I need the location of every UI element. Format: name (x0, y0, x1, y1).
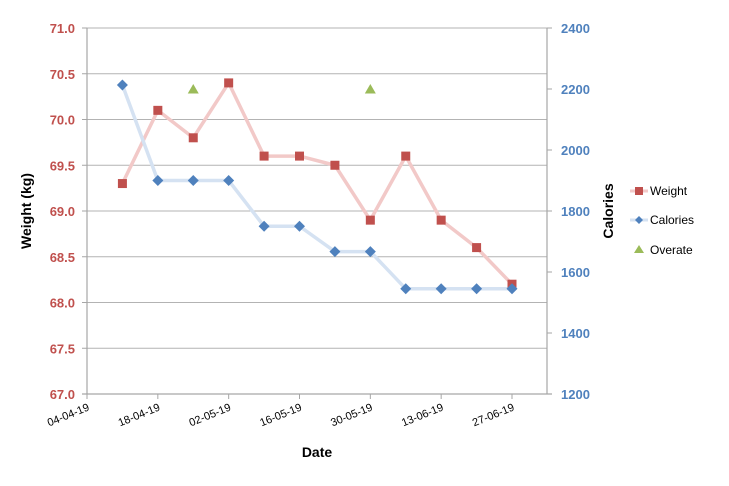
calories-data-point (506, 283, 518, 295)
weight-data-point (365, 215, 375, 225)
x-axis-title: Date (302, 444, 333, 460)
calories-data-point (471, 283, 483, 295)
y-tick-label: 67.5 (50, 341, 75, 356)
y-right-tick-label: 1600 (561, 265, 590, 280)
y-right-tick-label: 1200 (561, 387, 590, 402)
y-tick-label: 71.0 (50, 21, 75, 36)
right-axis-ticks: 1200 1400 1600 1800 2000 2200 2400 (547, 21, 590, 402)
overate-data-point (364, 84, 376, 94)
y-tick-label: 68.0 (50, 296, 75, 311)
legend-item-calories: Calories (630, 213, 694, 227)
series-lines (120, 81, 514, 291)
svg-text:Overate: Overate (650, 243, 693, 257)
weight-data-point (295, 151, 304, 161)
square-marker-icon (635, 187, 643, 195)
calories-data-point (329, 246, 341, 258)
svg-text:Weight: Weight (650, 184, 688, 198)
left-axis-ticks: 67.0 67.5 68.0 68.5 69.0 69.5 70.0 70.5 71.0 (50, 21, 87, 402)
gridlines (87, 27, 547, 349)
y-axis-title-right: Calories (600, 183, 616, 238)
calories-data-point (152, 175, 164, 186)
overate-data-point (187, 84, 199, 94)
legend: Weight Calories Overate (630, 184, 694, 257)
calories-data-point (116, 79, 128, 91)
calories-line (120, 84, 512, 291)
y-tick-label: 67.0 (50, 387, 75, 402)
y-tick-label: 70.0 (50, 113, 75, 128)
weight-data-point (472, 243, 482, 253)
calories-data-point (223, 175, 235, 186)
calories-data-point (187, 175, 199, 186)
y-tick-label: 70.5 (50, 67, 75, 82)
weight-data-point (153, 105, 163, 115)
svg-text:Calories: Calories (650, 213, 694, 227)
y-right-tick-label: 1400 (561, 326, 590, 341)
x-tick-label: 16-05-19 (258, 402, 303, 430)
calories-data-point (258, 220, 270, 232)
y-right-tick-label: 2000 (561, 143, 590, 158)
weight-line (120, 81, 514, 286)
diamond-marker-icon (635, 216, 643, 224)
x-tick-label: 13-06-19 (400, 402, 445, 430)
y-axis-title-left: Weight (kg) (18, 173, 34, 249)
x-tick-label: 02-05-19 (187, 402, 232, 430)
calories-data-point (294, 220, 305, 232)
calories-data-point (364, 246, 376, 258)
legend-item-overate: Overate (634, 243, 693, 257)
y-tick-label: 69.5 (50, 158, 75, 173)
series-markers (116, 78, 518, 295)
y-right-tick-label: 2400 (561, 21, 590, 36)
weight-data-point (188, 133, 198, 143)
legend-item-weight: Weight (630, 184, 688, 198)
calories-data-point (435, 283, 447, 295)
weight-data-point (117, 179, 127, 189)
triangle-marker-icon (634, 245, 644, 253)
x-axis-ticks: 04-04-19 18-04-19 02-05-19 16-05-19 30-05-19… (46, 394, 516, 429)
calories-data-point (400, 283, 412, 295)
weight-data-point (259, 151, 269, 161)
x-tick-label: 04-04-19 (46, 402, 91, 430)
x-tick-label: 18-04-19 (117, 402, 162, 430)
weight-data-point (436, 215, 446, 225)
weight-data-point (224, 78, 234, 88)
weight-data-point (330, 160, 340, 170)
y-tick-label: 68.5 (50, 250, 75, 265)
x-tick-label: 27-06-19 (471, 402, 516, 430)
y-right-tick-label: 1800 (561, 204, 590, 219)
x-tick-label: 30-05-19 (329, 402, 374, 430)
weight-data-point (401, 151, 411, 161)
y-right-tick-label: 2200 (561, 82, 590, 97)
y-tick-label: 69.0 (50, 204, 75, 219)
